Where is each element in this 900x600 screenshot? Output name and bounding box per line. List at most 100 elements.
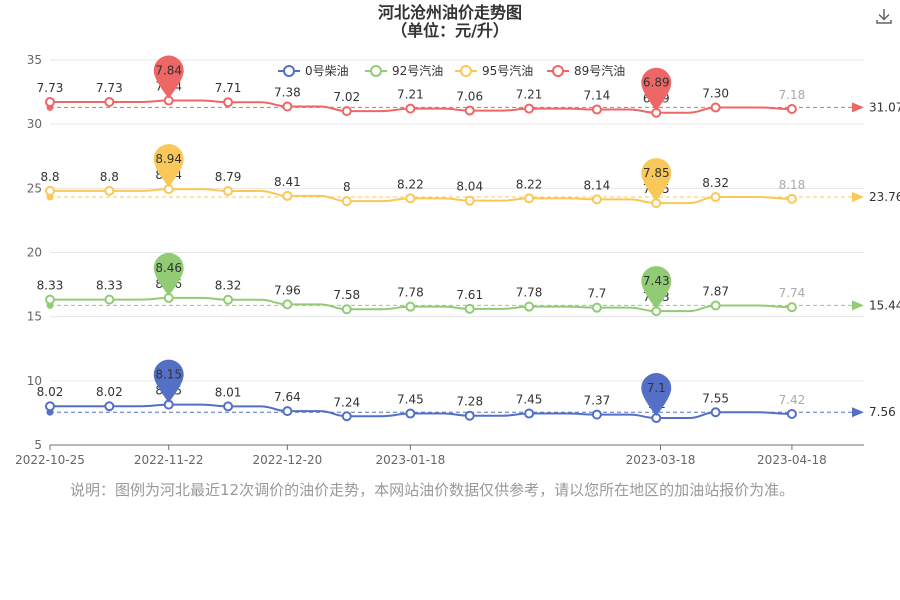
max-pin: [153, 144, 184, 188]
data-label: 7.42: [779, 393, 806, 407]
min-pin-label: 7.43: [643, 274, 670, 288]
data-label: 7.06: [456, 90, 483, 104]
data-label: 8.04: [456, 180, 483, 194]
data-point: [223, 401, 234, 412]
data-point: [710, 300, 721, 311]
data-point: [464, 105, 475, 116]
legend-label: 92号汽油: [392, 63, 443, 78]
x-tick-label: 2022-11-22: [134, 453, 204, 467]
data-label: 7.7: [587, 287, 606, 301]
data-label: 8.33: [96, 279, 123, 293]
y-tick-label: 15: [27, 310, 42, 324]
data-label: 7.21: [516, 88, 543, 102]
average-label: 7.56: [869, 405, 896, 419]
series-line: [50, 403, 792, 420]
min-pin: [641, 67, 672, 111]
min-pin-label: 7.1: [647, 381, 666, 395]
chart-title: 河北沧州油价走势图 （单位：元/升）: [0, 4, 900, 40]
data-point: [405, 193, 416, 204]
average-label: 31.07: [869, 100, 900, 114]
data-label: 8.32: [215, 279, 242, 293]
y-tick-label: 30: [27, 117, 42, 131]
average-arrow: [852, 102, 864, 113]
data-label: 7.87: [702, 285, 729, 299]
data-label: 7.74: [779, 286, 806, 300]
data-label: 7.61: [456, 288, 483, 302]
max-pin: [153, 55, 184, 99]
data-point: [524, 408, 535, 419]
legend-marker: [370, 65, 382, 77]
average-label: 15.44: [869, 298, 900, 312]
data-point: [710, 192, 721, 203]
max-pin-label: 8.46: [155, 261, 182, 275]
data-label: 7.24: [333, 395, 360, 409]
data-label: 7.78: [397, 286, 424, 300]
data-point: [405, 301, 416, 312]
series-line: [50, 99, 792, 114]
max-pin: [153, 359, 184, 403]
legend-marker: [552, 65, 564, 77]
y-tick-label: 5: [34, 438, 42, 452]
data-label: 8.02: [96, 385, 123, 399]
legend-label: 89号汽油: [574, 63, 625, 78]
data-label: 7.38: [274, 85, 301, 99]
data-point: [223, 186, 234, 197]
data-point: [45, 96, 55, 107]
data-point: [524, 301, 535, 312]
data-point: [786, 302, 797, 313]
data-label: 7.21: [397, 88, 424, 102]
series-line: [50, 296, 792, 313]
chart-note: 说明：图例为河北最近12次调价的油价走势，本网站油价数据仅供参考，请以您所在地区…: [70, 481, 795, 499]
data-point: [104, 96, 115, 107]
legend-marker: [460, 65, 472, 77]
data-label: 8.22: [516, 177, 543, 191]
data-point: [524, 193, 535, 204]
data-point: [282, 406, 293, 417]
data-point: [786, 193, 797, 204]
legend-marker: [283, 65, 295, 77]
data-label: 8.02: [37, 385, 64, 399]
x-tick-label: 2022-10-25: [15, 453, 85, 467]
data-label: 7.55: [702, 391, 729, 405]
data-label: 7.71: [215, 81, 242, 95]
average-arrow: [852, 191, 864, 202]
data-label: 8.22: [397, 177, 424, 191]
max-pin-label: 7.84: [155, 64, 182, 78]
data-label: 7.58: [333, 288, 360, 302]
data-point: [524, 103, 535, 114]
data-point: [45, 401, 55, 412]
min-pin-label: 6.89: [643, 76, 670, 90]
download-icon[interactable]: [874, 6, 894, 26]
y-tick-label: 20: [27, 246, 42, 260]
max-pin: [153, 252, 184, 296]
data-label: 8.18: [779, 178, 806, 192]
max-pin-label: 8.15: [155, 368, 182, 382]
x-tick-label: 2023-03-18: [626, 453, 696, 467]
data-point: [341, 106, 352, 117]
data-point: [710, 407, 721, 418]
data-label: 7.73: [96, 81, 123, 95]
data-label: 8.41: [274, 175, 301, 189]
data-point: [405, 408, 416, 419]
x-tick-label: 2023-01-18: [375, 453, 445, 467]
average-arrow: [852, 300, 864, 311]
data-label: 7.02: [333, 90, 360, 104]
min-pin: [641, 373, 672, 417]
chart-title-unit: （单位：元/升）: [391, 21, 509, 40]
data-point: [341, 304, 352, 315]
data-point: [45, 294, 55, 305]
min-pin: [641, 158, 672, 202]
data-label: 8.8: [40, 170, 59, 184]
data-point: [786, 408, 797, 419]
data-label: 7.78: [516, 286, 543, 300]
data-label: 8: [343, 180, 351, 194]
data-point: [405, 103, 416, 114]
legend-label: 95号汽油: [482, 63, 533, 78]
min-pin-label: 7.85: [643, 166, 670, 180]
data-point: [591, 409, 602, 420]
data-point: [223, 97, 234, 108]
data-label: 7.45: [397, 393, 424, 407]
data-point: [104, 185, 115, 196]
data-label: 8.79: [215, 170, 242, 184]
